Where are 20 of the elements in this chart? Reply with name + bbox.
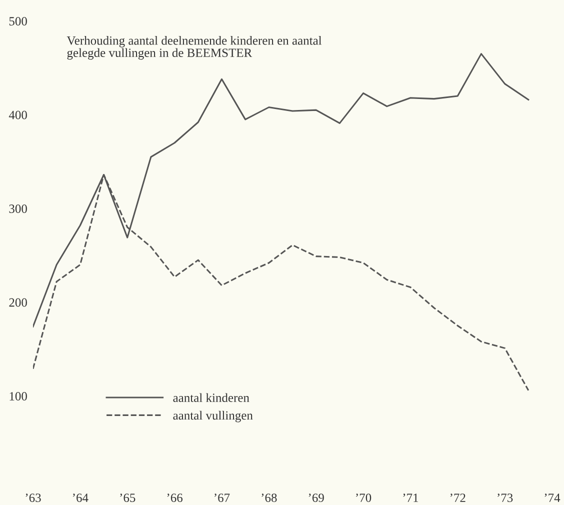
x-tick-label: ’70 [356, 494, 372, 502]
x-tick-label: ’73 [498, 494, 513, 502]
x-tick-label: ’68 [262, 494, 277, 502]
x-tick-label: ’63 [26, 494, 41, 502]
x-tick-label: ’66 [167, 494, 183, 502]
legend-label: aantal kinderen [173, 393, 250, 402]
y-tick-label: 100 [10, 392, 27, 400]
text: Verhouding aantal deelnemende kinderen en aantal gelegde vullingen in de BEEMSTER [66, 36, 322, 60]
x-tick-label: ’74 [544, 494, 560, 502]
x-tick-label: ’64 [72, 494, 88, 502]
y-tick-label: 200 [9, 298, 27, 307]
x-tick-label: ’67 [214, 494, 230, 502]
x-tick-label: ’72 [450, 494, 466, 502]
y-tick-label: 300 [9, 204, 27, 213]
x-tick-label: ’69 [308, 494, 324, 502]
legend-label: aantal vullingen [173, 410, 253, 422]
y-tick-label: 400 [8, 110, 27, 120]
x-tick-label: ’65 [120, 494, 136, 502]
x-tick-label: ’71 [403, 494, 418, 502]
y-tick-label: 500 [9, 17, 27, 26]
